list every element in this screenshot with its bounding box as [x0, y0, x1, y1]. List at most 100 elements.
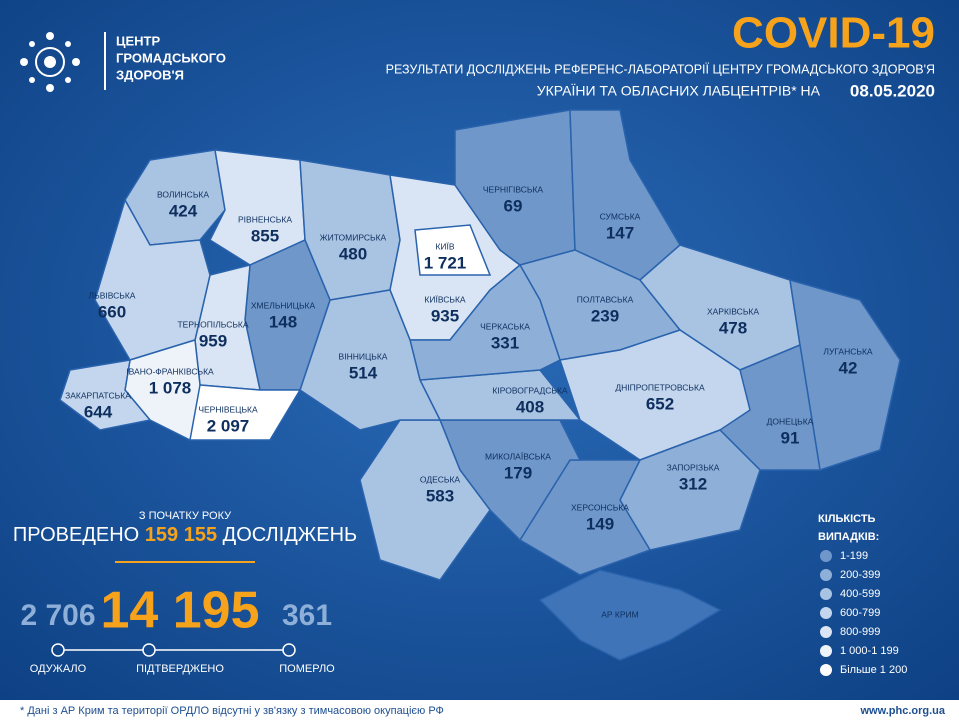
- logo-line: ГРОМАДСЬКОГО: [116, 50, 226, 65]
- legend-swatch: [820, 645, 832, 657]
- region-name: ЖИТОМИРСЬКА: [320, 232, 387, 242]
- region-name: ПОЛТАВСЬКА: [577, 294, 634, 304]
- region-cases: 424: [169, 201, 198, 220]
- subtitle: УКРАЇНИ ТА ОБЛАСНИХ ЛАБЦЕНТРІВ* НА: [537, 83, 821, 99]
- legend-swatch: [820, 664, 832, 676]
- region-name: КИЇВ: [435, 241, 454, 251]
- region: [59, 359, 152, 431]
- region-name: ЗАКАРПАТСЬКА: [65, 390, 131, 400]
- logo-line: ЦЕНТР: [116, 33, 160, 48]
- region-name: ЛУГАНСЬКА: [823, 346, 872, 356]
- region-name: ДНІПРОПЕТРОВСЬКА: [615, 382, 705, 392]
- recovered-label: ОДУЖАЛО: [30, 663, 87, 675]
- region-cases: 179: [504, 463, 532, 482]
- legend-label: 800-999: [840, 626, 880, 638]
- region-cases: 583: [426, 486, 454, 505]
- region: [559, 329, 751, 461]
- footnote: * Дані з АР Крим та території ОРДЛО відс…: [20, 705, 444, 717]
- region-name: МИКОЛАЇВСЬКА: [485, 451, 551, 461]
- region: [359, 419, 491, 581]
- title: COVID-19: [732, 9, 935, 58]
- legend-swatch: [820, 550, 832, 562]
- region-cases: 149: [586, 514, 614, 533]
- region-cases: 239: [591, 306, 619, 325]
- region-cases: 91: [781, 428, 800, 447]
- region-cases: 331: [491, 333, 519, 352]
- legend-title: КІЛЬКІСТЬ: [818, 513, 876, 525]
- legend-swatch: [820, 626, 832, 638]
- region-cases: 478: [719, 318, 747, 337]
- subtitle: РЕЗУЛЬТАТИ ДОСЛІДЖЕНЬ РЕФЕРЕНС-ЛАБОРАТОР…: [386, 62, 935, 76]
- region-name: ВІННИЦЬКА: [339, 351, 388, 361]
- legend-title: ВИПАДКІВ:: [818, 531, 879, 543]
- confirmed-label: ПІДТВЕРДЖЕНО: [136, 663, 224, 675]
- region-name: ІВАНО-ФРАНКІВСЬКА: [126, 366, 214, 376]
- region-cases: 2 097: [207, 416, 250, 435]
- legend-label: 1-199: [840, 550, 868, 562]
- legend-label: Більше 1 200: [840, 664, 907, 676]
- region-name: КИЇВСЬКА: [424, 294, 465, 304]
- region-name: ДОНЕЦЬКА: [767, 416, 814, 426]
- region: [409, 263, 561, 381]
- region-cases: 42: [839, 358, 858, 377]
- region-name: ХМЕЛЬНИЦЬКА: [251, 300, 316, 310]
- legend-swatch: [820, 588, 832, 600]
- region: [94, 198, 211, 361]
- region-cases: 1 078: [149, 378, 192, 397]
- region-name: ХЕРСОНСЬКА: [571, 502, 629, 512]
- region-name: ТЕРНОПІЛЬСЬКА: [177, 319, 248, 329]
- region-name: ЧЕРНІВЕЦЬКА: [198, 404, 258, 414]
- region-cases: 69: [504, 196, 523, 215]
- tests-count: 159 155: [145, 524, 217, 546]
- region-name: ХАРКІВСЬКА: [707, 306, 759, 316]
- region-name: ЗАПОРІЗЬКА: [667, 462, 720, 472]
- logo-line: ЗДОРОВ'Я: [116, 67, 184, 82]
- region-name: ЛЬВІВСЬКА: [89, 290, 136, 300]
- legend-label: 200-399: [840, 569, 880, 581]
- timeline: [51, 643, 296, 657]
- region-cases: 644: [84, 402, 113, 421]
- region-cases: 148: [269, 312, 297, 331]
- confirmed: 14 195: [100, 582, 259, 640]
- deaths-label: ПОМЕРЛО: [279, 663, 335, 675]
- region-name: ВОЛИНСЬКА: [157, 189, 209, 199]
- region-cases: 147: [606, 223, 634, 242]
- legend-label: 400-599: [840, 588, 880, 600]
- region-cases: 652: [646, 394, 674, 413]
- region-name: ОДЕСЬКА: [420, 474, 461, 484]
- region: [538, 569, 722, 661]
- region-name: СУМСЬКА: [600, 211, 641, 221]
- region-cases: 480: [339, 244, 367, 263]
- deaths: 361: [282, 599, 332, 632]
- legend-swatch: [820, 607, 832, 619]
- date: 08.05.2020: [850, 81, 935, 100]
- region: [414, 224, 492, 276]
- region-cases: 935: [431, 306, 459, 325]
- region-name: ЧЕРКАСЬКА: [480, 321, 530, 331]
- legend-label: 1 000-1 199: [840, 645, 899, 657]
- region-cases: 660: [98, 302, 126, 321]
- region-name: КІРОВОГРАДСЬКА: [492, 385, 567, 395]
- region-cases: 1 721: [424, 253, 467, 272]
- region-cases: 959: [199, 331, 227, 350]
- region-cases: 855: [251, 226, 279, 245]
- region-cases: 514: [349, 363, 378, 382]
- tests-suffix: ДОСЛІДЖЕНЬ: [223, 524, 357, 546]
- legend-label: 600-799: [840, 607, 880, 619]
- url: www.phc.org.ua: [859, 705, 945, 717]
- stats-caption: З ПОЧАТКУ РОКУ: [139, 510, 232, 522]
- tests-line: ПРОВЕДЕНО 159 155 ДОСЛІДЖЕНЬ: [13, 524, 357, 546]
- region-name: РІВНЕНСЬКА: [238, 214, 292, 224]
- region-name: АР КРИМ: [601, 609, 639, 619]
- logo: [20, 32, 106, 92]
- region: [189, 384, 302, 441]
- tests-prefix: ПРОВЕДЕНО: [13, 524, 139, 546]
- region-cases: 312: [679, 474, 707, 493]
- recovered: 2 706: [20, 599, 95, 632]
- legend-swatch: [820, 569, 832, 581]
- region-cases: 408: [516, 397, 544, 416]
- footer-bar: [0, 700, 959, 720]
- region-name: ЧЕРНІГІВСЬКА: [483, 184, 544, 194]
